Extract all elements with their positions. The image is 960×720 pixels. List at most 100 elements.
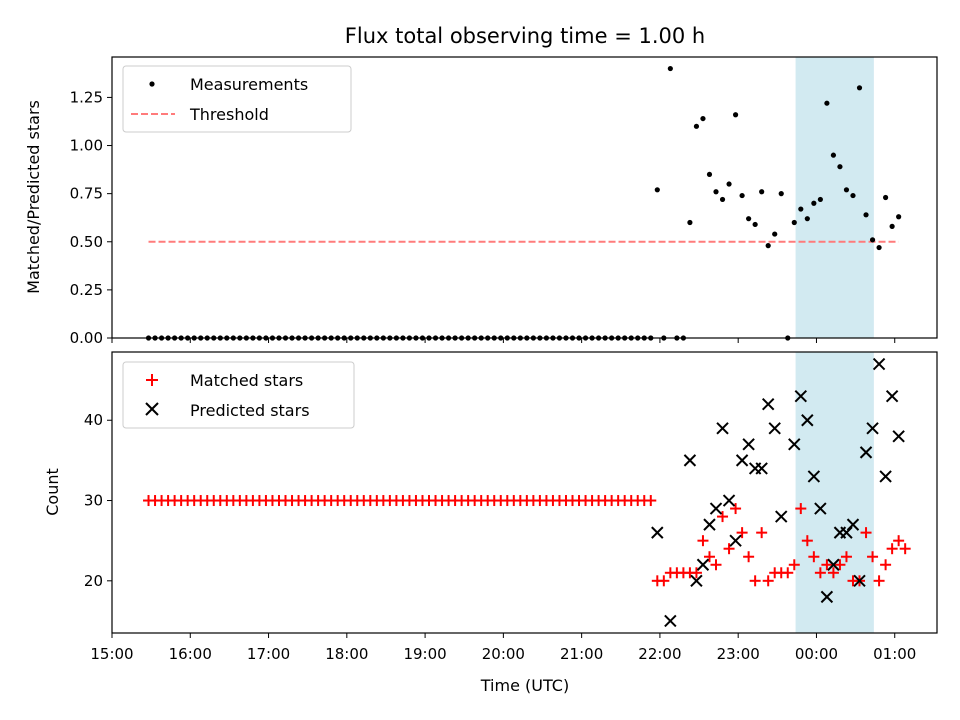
count-legend: Matched stars Predicted stars — [122, 361, 355, 429]
measurement-point — [765, 243, 771, 249]
matched-star-point — [899, 543, 911, 555]
x-tick-label: 22:00 — [638, 645, 681, 663]
measurement-point — [778, 191, 784, 197]
matched-star-point — [880, 559, 892, 571]
x-tick-label: 17:00 — [247, 645, 290, 663]
matched-star-point — [788, 559, 800, 571]
matched-star-point — [645, 495, 657, 507]
matched-star-point — [749, 575, 761, 587]
measurement-point — [843, 187, 850, 193]
measurement-point — [732, 112, 739, 118]
measurement-point — [726, 181, 732, 187]
x-tick-label: 19:00 — [403, 645, 446, 663]
ratio-legend-box — [122, 65, 352, 133]
matched-star-point — [756, 527, 768, 539]
predicted-star-point — [807, 470, 821, 483]
measurement-point — [863, 212, 869, 218]
ratio-y-axis: 0.00 0.25 0.50 0.75 1.00 1.25 — [70, 88, 112, 347]
ratio-y-tick-label: 0.25 — [70, 281, 103, 299]
measurement-point — [830, 152, 837, 158]
predicted-star-point — [846, 518, 860, 531]
matched-star-point — [658, 575, 670, 587]
predicted-star-point — [709, 502, 723, 515]
matched-star-point — [717, 511, 729, 523]
ratio-y-label: Matched/Predicted stars — [24, 100, 43, 294]
predicted-star-point — [742, 438, 755, 451]
matched-star-point — [730, 503, 742, 515]
matched-star-point — [782, 567, 794, 579]
count-y-tick-label: 40 — [84, 411, 103, 429]
legend-predicted-marker — [145, 402, 159, 416]
predicted-star-point — [755, 462, 768, 475]
predicted-star-point — [879, 470, 892, 483]
measurement-point — [719, 196, 726, 203]
ratio-y-tick-label: 1.25 — [70, 88, 103, 106]
predicted-star-point — [853, 574, 866, 588]
count-y-tick-label: 30 — [84, 492, 103, 510]
count-panel-frame — [111, 351, 938, 634]
predicted-star-points — [651, 357, 905, 628]
predicted-star-point — [651, 526, 664, 539]
predicted-star-point — [722, 494, 736, 507]
predicted-star-point — [683, 454, 697, 467]
measurement-point — [850, 192, 856, 199]
matched-star-point — [690, 567, 702, 579]
count-y-label: Count — [43, 468, 62, 516]
matched-star-point — [710, 559, 722, 571]
measurement-point — [837, 164, 843, 170]
matched-star-point — [834, 559, 846, 571]
measurement-point — [889, 223, 895, 229]
legend-measurements-label: Measurements — [190, 75, 308, 94]
x-axis-label: Time (UTC) — [480, 676, 569, 695]
legend-matched-label: Matched stars — [190, 371, 303, 390]
measurement-point — [693, 123, 700, 129]
predicted-star-point — [885, 389, 899, 403]
matched-star-point — [762, 575, 774, 587]
measurement-point — [876, 244, 882, 251]
measurement-point — [752, 221, 758, 228]
x-tick-label: 15:00 — [90, 645, 133, 663]
x-tick-label: 23:00 — [717, 645, 760, 663]
ratio-y-tick-label: 0.75 — [70, 185, 103, 203]
measurement-point — [759, 189, 765, 195]
matched-star-point — [801, 535, 813, 547]
matched-star-point — [703, 551, 715, 563]
measurement-point — [746, 216, 752, 222]
predicted-star-point — [735, 454, 749, 467]
highlight-span-top — [795, 57, 874, 338]
matched-star-point — [814, 567, 826, 579]
predicted-star-point — [866, 422, 879, 435]
x-tick-label: 16:00 — [169, 645, 212, 663]
matched-star-point — [697, 535, 709, 547]
measurement-point — [869, 237, 876, 243]
predicted-star-point — [775, 510, 788, 523]
highlight-span-top-rect — [795, 57, 874, 338]
measurement-point — [856, 85, 863, 91]
matched-star-point — [867, 551, 879, 563]
predicted-star-point — [788, 438, 801, 451]
highlight-span-bottom — [795, 352, 874, 633]
predicted-star-point — [696, 558, 710, 571]
chart-title: Flux total observing time = 1.00 h — [345, 24, 705, 48]
matched-star-points — [143, 495, 911, 587]
predicted-star-point — [794, 389, 808, 403]
matched-star-point — [821, 559, 833, 571]
measurement-point — [817, 196, 823, 203]
matched-star-point — [723, 543, 735, 555]
measurement-point — [700, 115, 706, 122]
predicted-star-point — [690, 574, 703, 588]
predicted-star-point — [761, 397, 775, 411]
matched-star-point — [827, 567, 839, 579]
count-y-tick-label: 20 — [84, 572, 103, 590]
x-tick-label: 20:00 — [482, 645, 525, 663]
count-y-axis: 20 30 40 — [84, 411, 112, 590]
ratio-y-tick-label: 0.50 — [70, 233, 103, 251]
measurement-point — [883, 194, 889, 201]
matched-star-point — [795, 503, 807, 515]
legend-measurements-marker — [149, 81, 155, 87]
ratio-y-tick-label: 1.00 — [70, 137, 103, 155]
measurement-point — [667, 65, 673, 72]
matched-star-point — [808, 551, 820, 563]
matched-star-point — [840, 551, 852, 563]
